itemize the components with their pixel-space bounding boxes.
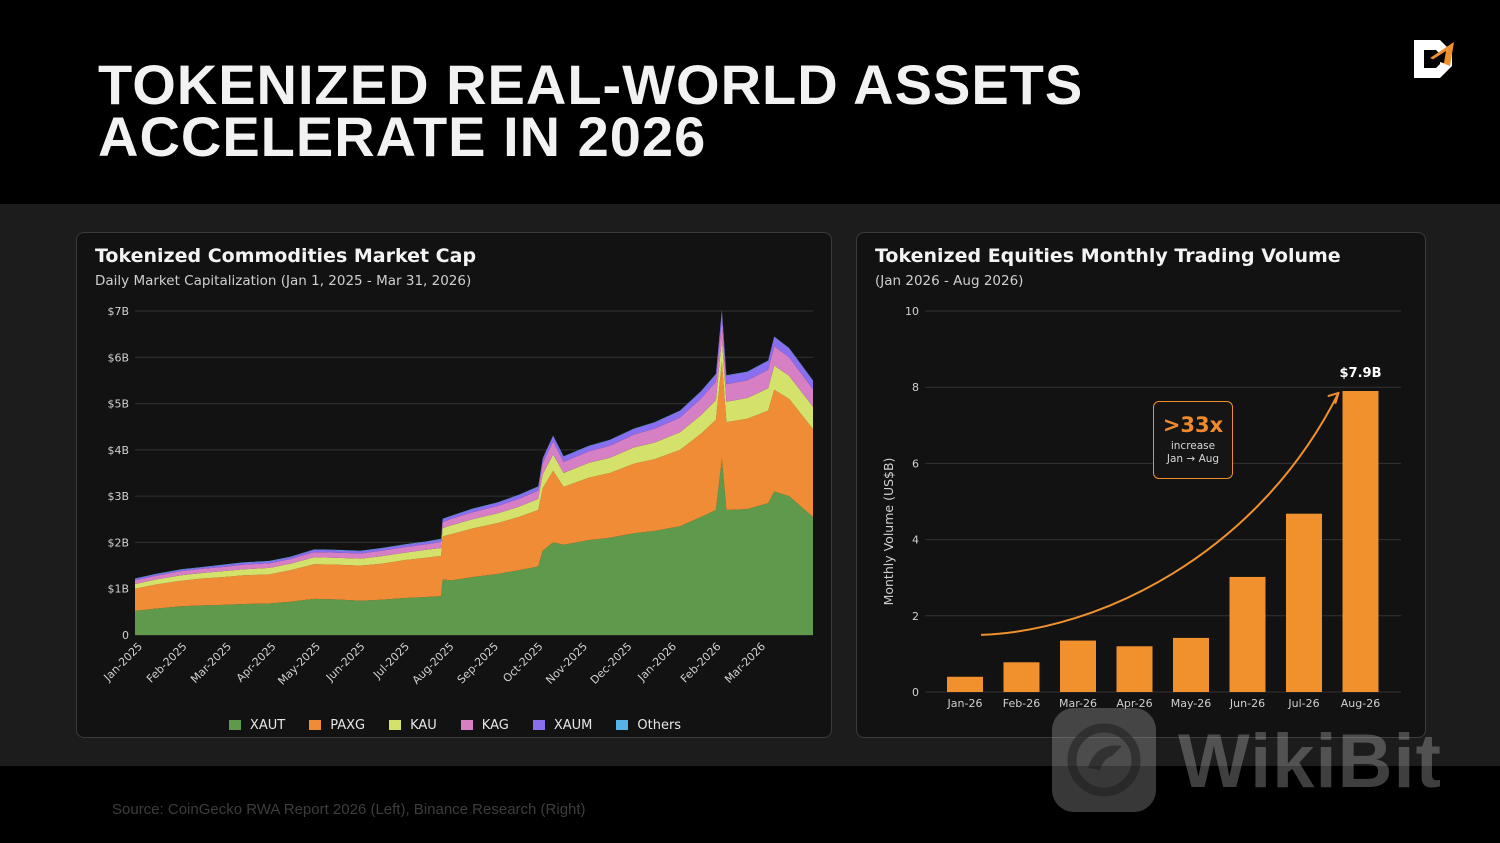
legend-label: KAG <box>481 717 509 733</box>
x-tick-label: Jan-2026 <box>635 640 679 684</box>
bar-jan-26 <box>947 676 983 692</box>
x-tick-label: Aug-26 <box>1341 697 1380 710</box>
x-tick-label: Jun-26 <box>1229 697 1265 710</box>
commodities-area-chart: 0$1B$2B$3B$4B$5B$6B$7BJan-2025Feb-2025Ma… <box>101 305 813 688</box>
y-tick-label: 0 <box>122 629 129 642</box>
chart-legend: XAUT PAXG KAU KAG XAUM Others <box>77 715 833 735</box>
bar-may-26 <box>1173 637 1209 692</box>
x-tick-label: Aug-2025 <box>410 640 457 687</box>
x-tick-label: Jan-2025 <box>101 640 145 684</box>
equities-chart-panel: Tokenized Equities Monthly Trading Volum… <box>856 232 1426 738</box>
page-title-line-1: TOKENIZED REAL-WORLD ASSETS <box>98 53 1084 116</box>
y-tick-label: 10 <box>905 305 919 318</box>
legend-item-xaum: XAUM <box>532 717 593 733</box>
legend-item-paxg: PAXG <box>309 718 365 733</box>
legend-label: XAUT <box>249 717 286 733</box>
legend-swatch <box>616 720 629 730</box>
y-tick-label: $3B <box>107 490 129 503</box>
x-tick-label: Apr-26 <box>1116 697 1152 710</box>
source-note: Source: CoinGecko RWA Report 2026 (Left)… <box>112 801 586 818</box>
x-tick-label: May-2025 <box>275 640 323 688</box>
header: TOKENIZED REAL-WORLD ASSETS ACCELERATE I… <box>0 0 1500 204</box>
callout-label: increase <box>1170 440 1216 452</box>
bar-feb-26 <box>1003 662 1040 692</box>
watermark-text: WikiBit <box>1178 719 1442 804</box>
left-chart-title: Tokenized Commodities Market Cap <box>95 245 477 267</box>
x-tick-label: Feb-2026 <box>678 640 724 686</box>
area-xaut <box>135 459 813 635</box>
x-tick-label: Feb-2025 <box>144 640 190 686</box>
x-tick-label: Mar-2026 <box>722 640 768 686</box>
x-tick-label: Oct-2025 <box>500 640 545 685</box>
y-tick-label: 0 <box>912 686 919 699</box>
wikibit-eagle-icon <box>1052 708 1156 812</box>
y-tick-label: 8 <box>912 381 919 394</box>
commodities-chart-panel: Tokenized Commodities Market Cap Daily M… <box>76 232 832 738</box>
binance-research-logo-icon <box>1414 40 1454 78</box>
growth-callout: >33x increase Jan → Aug <box>1153 401 1233 479</box>
legend-swatch <box>228 720 241 730</box>
x-tick-label: Mar-26 <box>1059 697 1097 710</box>
legend-swatch <box>460 720 473 730</box>
legend-label: XAUM <box>553 717 593 733</box>
bar-apr-26 <box>1116 646 1153 692</box>
x-tick-label: Jan-26 <box>947 697 983 710</box>
equities-bar-chart: 0 2 4 6 8 10 Monthly Volume (US$B) Jan-26 Feb-26… <box>881 305 1401 710</box>
x-tick-label: Jul-2025 <box>370 640 412 682</box>
legend-swatch <box>389 720 402 730</box>
x-tick-label: May-26 <box>1171 697 1212 710</box>
y-tick-label: $1B <box>107 583 129 596</box>
legend-label: Others <box>637 717 682 733</box>
y-tick-label: $2B <box>107 536 129 549</box>
footer-band <box>0 766 1500 843</box>
legend-label: PAXG <box>330 717 366 733</box>
x-tick-label: Jun-2025 <box>323 640 368 685</box>
area-paxg <box>135 361 813 611</box>
trend-arrowhead <box>1327 391 1340 404</box>
legend-swatch <box>309 720 322 730</box>
trend-arrow-line <box>980 392 1340 636</box>
y-tick-label: $4B <box>107 444 129 457</box>
callout-multiplier: >33x <box>1162 413 1224 437</box>
x-tick-label: Mar-2025 <box>188 640 234 686</box>
legend-item-xaut: XAUT <box>228 717 286 733</box>
y-tick-label: $5B <box>107 398 129 411</box>
right-chart-title: Tokenized Equities Monthly Trading Volum… <box>875 245 1341 267</box>
y-axis-label: Monthly Volume (US$B) <box>881 458 896 606</box>
legend-swatch <box>532 720 545 730</box>
y-tick-label: 2 <box>912 610 919 623</box>
watermark: WikiBit <box>1052 708 1482 814</box>
bar-jun-26 <box>1229 576 1266 692</box>
left-chart-subtitle: Daily Market Capitalization (Jan 1, 2025… <box>95 273 472 289</box>
y-tick-label: 4 <box>912 534 919 547</box>
bar-aug-26 <box>1342 391 1379 692</box>
legend-item-kag: KAG <box>460 717 509 733</box>
x-tick-label: Feb-26 <box>1003 697 1040 710</box>
legend-item-kau: KAU <box>389 718 437 733</box>
legend-label: KAU <box>410 717 437 733</box>
y-tick-label: $6B <box>107 351 129 364</box>
y-tick-label: $7B <box>107 305 129 318</box>
x-tick-label: Sep-2025 <box>455 640 501 686</box>
x-tick-label: Apr-2025 <box>234 640 279 685</box>
bar-mar-26 <box>1060 640 1096 692</box>
x-tick-label: Dec-2025 <box>588 640 635 687</box>
bar-data-label: $7.9B <box>1340 366 1382 381</box>
page-title-line-2: ACCELERATE IN 2026 <box>98 105 707 168</box>
callout-period: Jan → Aug <box>1166 453 1220 465</box>
x-tick-label: Jul-26 <box>1287 697 1319 710</box>
legend-item-others: Others <box>616 718 681 733</box>
right-chart-subtitle: (Jan 2026 - Aug 2026) <box>875 273 1024 289</box>
bar-jul-26 <box>1286 513 1322 692</box>
y-tick-label: 6 <box>912 457 919 470</box>
x-tick-label: Nov-2025 <box>543 640 590 687</box>
